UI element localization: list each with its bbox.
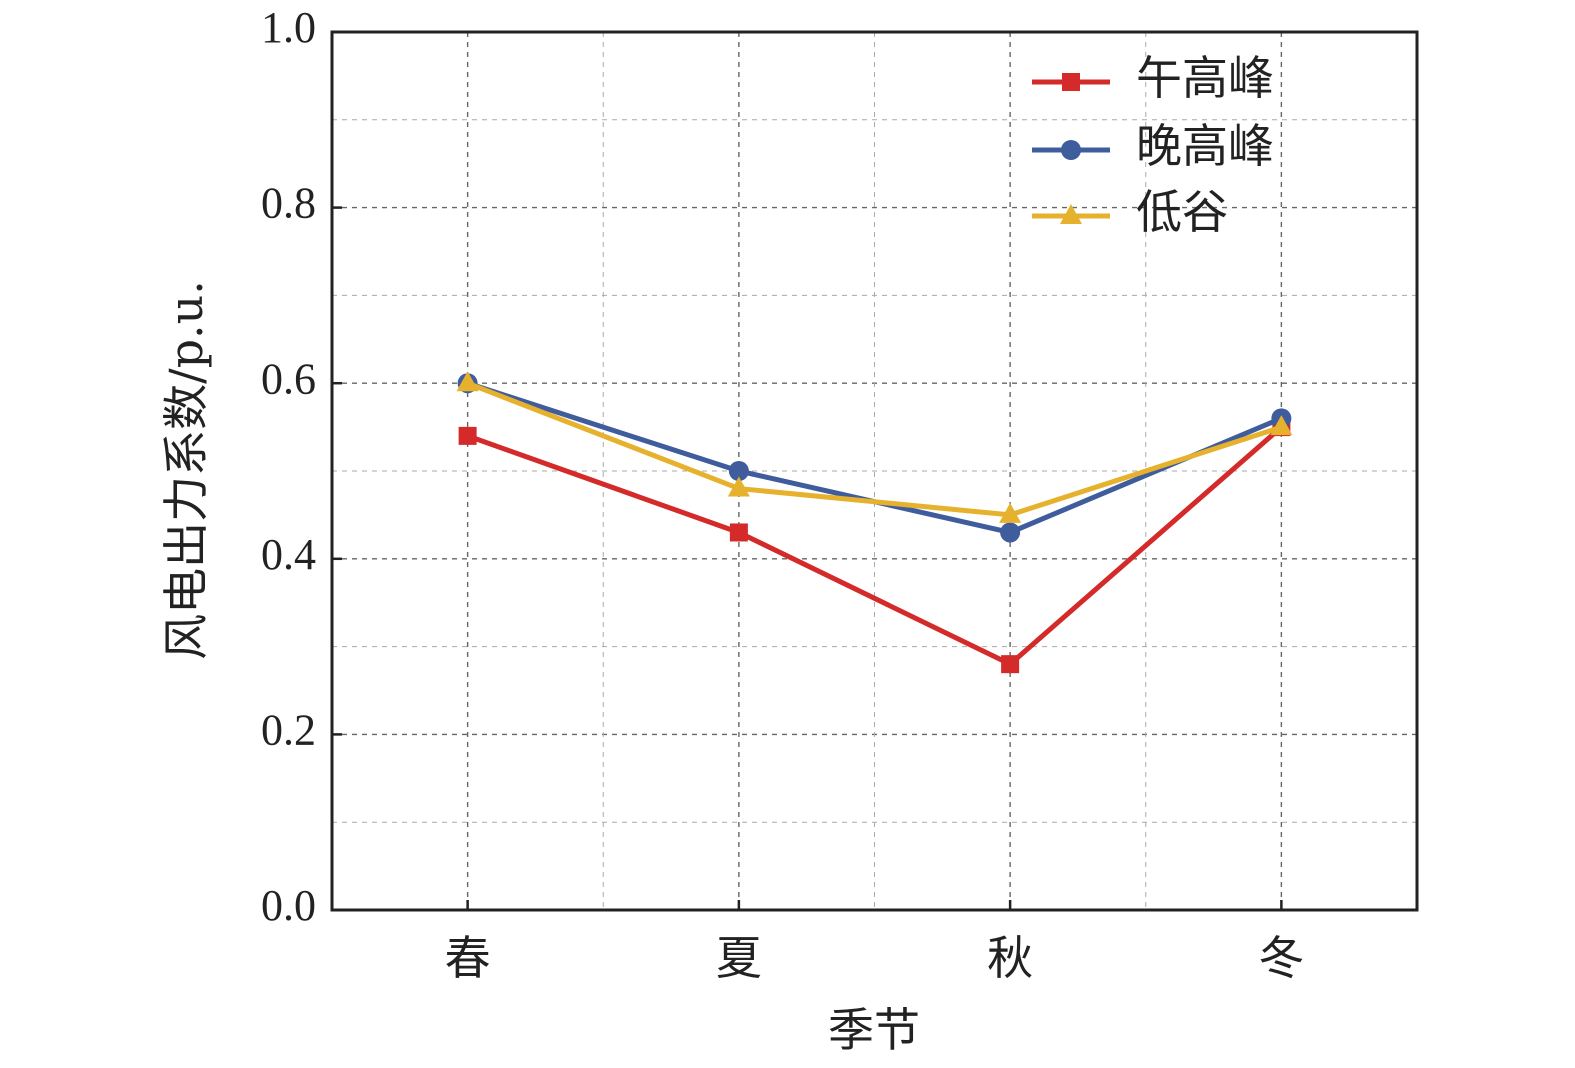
- x-tick-label: 秋: [987, 931, 1033, 985]
- legend-marker: [1060, 204, 1082, 224]
- data-point: [1270, 415, 1293, 436]
- data-point: [727, 476, 750, 497]
- data-point: [456, 371, 479, 392]
- y-tick-label: 0.4: [261, 530, 316, 579]
- legend-label: 午高峰: [1136, 51, 1274, 105]
- x-axis: 春夏秋冬: [445, 900, 1304, 985]
- data-point: [1001, 655, 1020, 674]
- y-axis-title: 风电出力系数/p.u.: [159, 280, 213, 660]
- series: [457, 373, 1292, 543]
- y-tick-label: 0.0: [261, 881, 316, 930]
- data-point: [999, 502, 1022, 523]
- series-layer: [456, 371, 1293, 674]
- legend-item: 午高峰: [1032, 51, 1274, 105]
- legend-label: 低谷: [1136, 185, 1228, 239]
- y-tick-label: 1.0: [261, 3, 316, 52]
- data-point: [729, 523, 748, 542]
- plot-frame: [330, 30, 1419, 912]
- y-tick-label: 0.2: [261, 705, 316, 754]
- x-axis-title: 季节: [828, 1003, 920, 1057]
- legend-marker: [1061, 140, 1081, 160]
- y-tick-label: 0.6: [261, 354, 316, 403]
- x-tick-label: 春: [445, 931, 491, 985]
- y-tick-label: 0.8: [261, 179, 316, 228]
- x-tick-label: 夏: [716, 931, 762, 985]
- data-point: [458, 426, 477, 445]
- data-point: [728, 461, 749, 481]
- series-line: [466, 380, 1283, 518]
- legend-label: 晚高峰: [1136, 119, 1274, 173]
- series-line: [466, 425, 1284, 667]
- legend-item: 低谷: [1032, 185, 1228, 239]
- legend-item: 晚高峰: [1032, 119, 1274, 173]
- y-axis: 0.0 0.2 0.4 0.6 0.8 1.0: [261, 3, 342, 930]
- grid: [332, 32, 1417, 910]
- data-point: [1000, 522, 1021, 543]
- legend-marker: [1062, 73, 1080, 91]
- series: [456, 371, 1293, 523]
- x-tick-label: 冬: [1258, 931, 1304, 985]
